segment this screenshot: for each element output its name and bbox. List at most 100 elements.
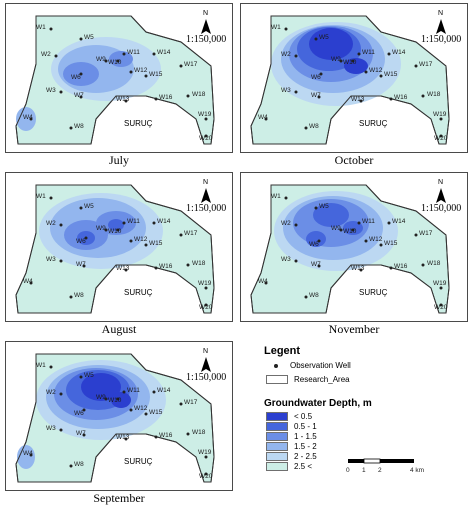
well-label: W13 [116,265,130,272]
well-label: W5 [84,203,94,210]
well-label: W10 [343,228,357,235]
north-label: N [203,179,209,186]
well-label: W4 [258,278,268,285]
well-label: W12 [369,67,383,74]
depth-zone [111,392,131,408]
well-label: W4 [23,450,33,457]
wells-november: W1 W2 W3 W4 W5 W6 W7 W8 W9 W10 W11 W12 W… [258,193,448,311]
well-label: W13 [351,265,365,272]
well-label: W15 [149,71,163,78]
well-label: W7 [74,92,84,99]
north-label: N [438,10,444,17]
well-label: W12 [134,405,148,412]
well-label: W4 [258,114,268,121]
map-svg-september: SURUÇ W1 W2 W3 W4 W5 W6 W7 W8 W9 W10 W11… [15,353,215,483]
town-label: SURUÇ [124,457,153,466]
depth-class-swatch [266,412,288,421]
well-label: W14 [392,49,406,56]
well-label: W13 [351,96,365,103]
depth-class-label: 0.5 - 1 [294,422,317,431]
north-arrow-icon: N [196,10,220,38]
map-panel-november: SURUÇ W1 W2 W3 W4 W5 W6 W7 W8 W9 W10 W11… [240,172,468,322]
panel-caption: July [108,153,129,167]
panel-caption: August [101,322,137,336]
well-label: W17 [184,61,198,68]
well-label: W2 [41,51,51,58]
wells-october: W1 W2 W3 W4 W5 W6 W7 W8 W9 W10 W11 W12 W… [258,24,448,142]
town-label: SURUÇ [124,119,153,128]
well-label: W17 [184,230,198,237]
well-label: W20 [434,135,448,142]
depth-class-label: 2.5 < [294,462,313,471]
well-label: W11 [362,49,375,56]
depth-zone [108,219,124,231]
depth-class-label: 2 - 2.5 [294,452,317,461]
well-label: W11 [127,49,140,56]
well-label: W2 [46,220,56,227]
well-label: W8 [309,292,319,299]
well-label: W18 [192,429,206,436]
map-scale: 1:150,000 [186,203,227,214]
research-area [250,15,450,145]
well-label: W8 [74,461,84,468]
well-label: W11 [362,218,375,225]
map-svg-august: SURUÇ W1 W2 W3 W4 W5 W6 W7 W8 W9 W10 W11… [15,184,215,314]
well-label: W18 [192,260,206,267]
well-label: W16 [159,432,173,439]
panel-caption: September [93,491,145,505]
well-label: W14 [392,218,406,225]
well-label: W7 [311,92,321,99]
wells-july: W1 W2 W3 W4 W5 W6 W7 W8 W9 W10 W11 W12 W… [23,24,213,142]
well-label: W19 [198,111,212,118]
north-arrow-icon: N [431,10,455,38]
north-label: N [438,179,444,186]
well-label: W10 [108,397,122,404]
legend-research-area: Research_Area [294,375,350,384]
well-label: W1 [271,193,281,200]
well-label: W3 [281,256,291,263]
well-label: W17 [419,230,433,237]
depth-zone [16,107,36,131]
research-area [15,353,215,483]
well-label: W15 [149,409,163,416]
scalebar: 0 1 2 4 km [346,458,424,474]
well-label: W4 [23,278,33,285]
north-arrow-icon: N [196,348,220,376]
depth-zone [81,373,121,401]
map-svg-october: SURUÇ W1 W2 W3 W4 W5 W6 W7 W8 W9 W10 W11… [250,15,450,145]
well-label: W16 [394,263,408,270]
map-svg-november: SURUÇ W1 W2 W3 W4 W5 W6 W7 W8 W9 W10 W11… [250,184,450,314]
map-panel-august: SURUÇ W1 W2 W3 W4 W5 W6 W7 W8 W9 W10 W11… [5,172,233,322]
well-label: W6 [71,74,81,81]
well-label: W14 [157,49,171,56]
well-label: W3 [46,425,56,432]
well-label: W5 [319,34,329,41]
well-label: W20 [199,135,213,142]
wells-september: W1 W2 W3 W4 W5 W6 W7 W8 W9 W10 W11 W12 W… [23,362,213,480]
north-label: N [203,10,209,17]
well-label: W9 [331,225,341,232]
well-label: W5 [84,34,94,41]
well-label: W5 [319,203,329,210]
well-label: W19 [198,449,212,456]
depth-class-swatch [266,452,288,461]
depth-class-swatch [266,432,288,441]
well-label: W6 [74,410,84,417]
research-area-swatch [266,375,288,384]
depth-class-label: 1 - 1.5 [294,432,317,441]
well-label: W7 [76,430,86,437]
north-label: N [203,348,209,355]
well-label: W1 [271,24,281,31]
well-label: W15 [149,240,163,247]
well-label: W18 [427,260,441,267]
town-label: SURUÇ [359,119,388,128]
well-label: W6 [309,241,319,248]
well-label: W10 [108,228,122,235]
legend: Legent Observation Well Research_Area Gr… [260,345,470,475]
well-label: W8 [74,292,84,299]
well-label: W9 [96,225,106,232]
well-label: W3 [281,87,291,94]
well-label: W13 [116,434,130,441]
well-label: W3 [46,256,56,263]
panel-caption: October [334,153,374,167]
